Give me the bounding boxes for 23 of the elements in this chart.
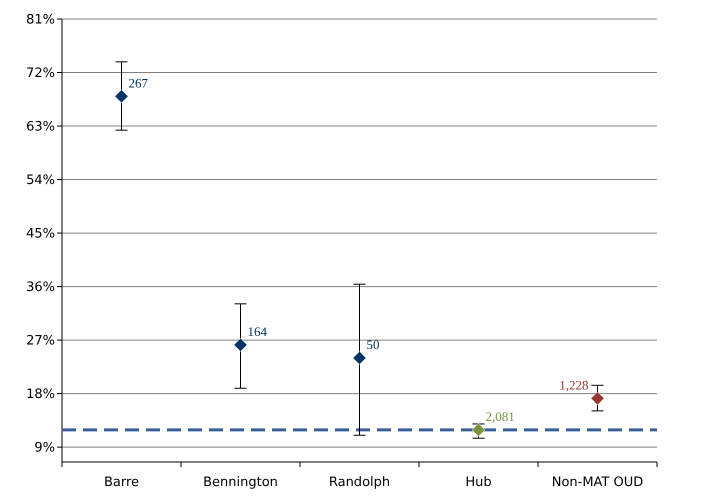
x-tick-label: Randolph [328,475,390,490]
annotation: 2,081 [486,408,515,424]
point [114,89,128,104]
annotation: 267 [128,75,148,90]
y-tick-label: 9% [34,440,55,456]
annotation: 1,228 [559,377,588,392]
x-tick-label: Hub [465,475,492,490]
annotation: 164 [248,324,268,339]
y-tick-label: 54% [26,173,55,188]
point [352,351,366,365]
y-tick-label: 81% [26,12,55,28]
y-tick-label: 18% [26,387,55,402]
annotation: 50 [366,336,380,352]
x-tick-label: Non-MAT OUD [552,475,644,490]
y-tick-label: 72% [26,66,55,82]
y-tick-label: 27% [26,334,55,349]
point [234,338,248,352]
x-tick-label: Bennington [203,475,278,490]
point [590,392,604,406]
x-tick-label: Barre [104,475,140,490]
y-tick-label: 45% [26,226,55,242]
y-tick-label: 36% [26,280,55,296]
y-tick-label: 63% [26,120,55,135]
